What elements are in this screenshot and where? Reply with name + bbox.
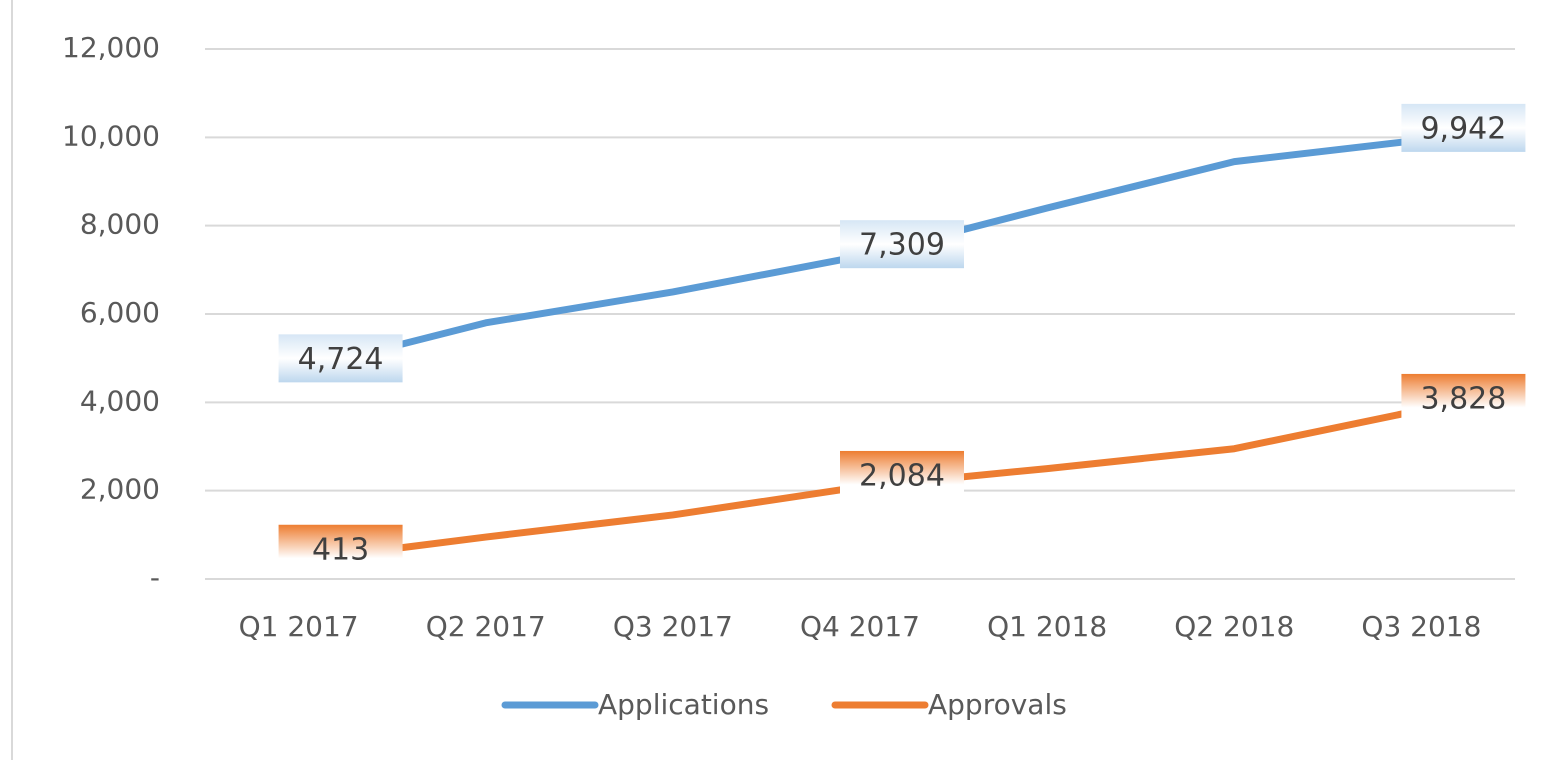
- y-tick-label: 2,000: [80, 473, 160, 506]
- y-tick-label: 10,000: [62, 119, 160, 152]
- legend-label: Applications: [598, 688, 769, 721]
- data-label: 3,828: [1420, 381, 1506, 416]
- x-tick-label: Q1 2017: [239, 610, 359, 643]
- y-tick-label: 6,000: [80, 296, 160, 329]
- data-label: 4,724: [298, 342, 384, 377]
- data-label-box: [840, 450, 964, 499]
- data-label: 413: [312, 532, 369, 567]
- y-tick-label: 12,000: [62, 31, 160, 64]
- x-tick-label: Q1 2018: [987, 610, 1107, 643]
- data-label: 2,084: [859, 458, 945, 493]
- data-label-box: [1401, 103, 1526, 152]
- y-tick-label: 4,000: [80, 384, 160, 417]
- y-tick-label: -: [150, 561, 160, 594]
- x-tick-label: Q3 2017: [613, 610, 733, 643]
- data-label-box: [278, 334, 403, 383]
- x-tick-label: Q2 2018: [1174, 610, 1294, 643]
- x-tick-label: Q4 2017: [800, 610, 920, 643]
- x-tick-label: Q3 2018: [1361, 610, 1481, 643]
- y-tick-label: 8,000: [80, 208, 160, 241]
- data-label-box: [840, 220, 964, 269]
- x-tick-label: Q2 2017: [426, 610, 546, 643]
- data-label: 9,942: [1420, 111, 1506, 146]
- data-label-box: [278, 524, 403, 573]
- data-label-box: [1401, 373, 1526, 422]
- legend-label: Approvals: [928, 688, 1067, 721]
- data-label: 7,309: [859, 228, 945, 263]
